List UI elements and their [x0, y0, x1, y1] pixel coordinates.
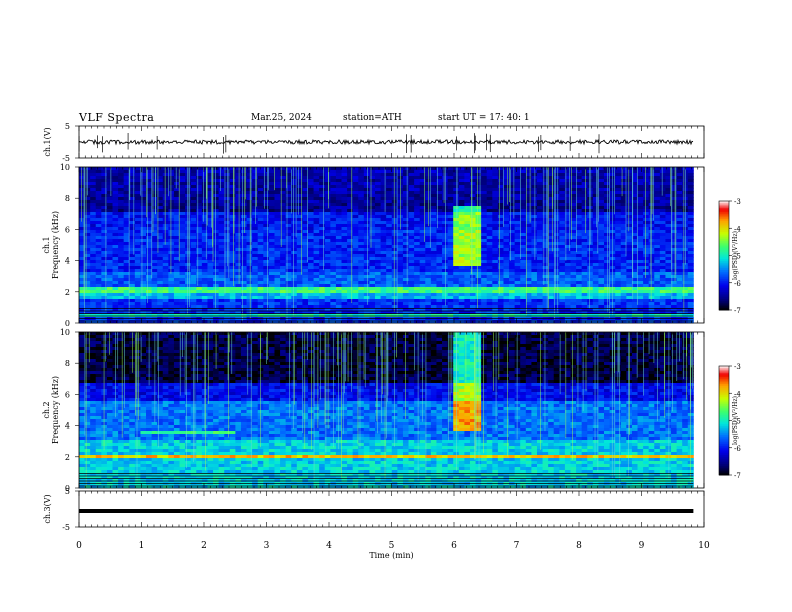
- x-tick-label: 10: [698, 541, 710, 551]
- y-tick-label: 4: [65, 422, 70, 431]
- ch1-spectrogram-image: [79, 167, 694, 324]
- x-tick-label: 3: [264, 541, 270, 551]
- ch1-voltage-ylabel: ch.1(V): [43, 127, 52, 156]
- colorbar-tick-label: -3: [734, 198, 741, 206]
- chart-title: VLF Spectra: [79, 111, 155, 124]
- start-ut-label: start UT = 17: 40: 1: [438, 113, 530, 123]
- x-tick-label: 5: [389, 541, 395, 551]
- date-label: Mar.25, 2024: [251, 113, 312, 123]
- y-tick-label: 6: [65, 225, 70, 234]
- ch1-ylabel-frequency: Frequency (kHz): [51, 211, 60, 279]
- x-tick-label: 6: [451, 541, 457, 551]
- ch1-colorbar: [719, 201, 729, 311]
- ch2-colorbar: [719, 366, 729, 476]
- y-tick-label: 10: [60, 328, 70, 337]
- colorbar-tick-label: -6: [734, 445, 741, 453]
- ch3-voltage-ylabel: ch.3(V): [43, 494, 52, 523]
- ch2-ylabel-frequency: Frequency (kHz): [51, 376, 60, 444]
- colorbar-label: log(PSD)(V²/Hz): [732, 231, 739, 280]
- y-tick-label: 2: [65, 453, 70, 462]
- colorbar-tick-label: -5: [734, 253, 741, 261]
- ch1-ylabel-channel: ch.1: [42, 236, 51, 253]
- x-tick-label: 2: [201, 541, 207, 551]
- colorbar-tick-label: -7: [734, 307, 741, 315]
- ch3-voltage-line: [79, 509, 694, 513]
- ch2-ylabel-channel: ch.2: [42, 401, 51, 418]
- ch1-voltage-line: [78, 138, 694, 146]
- colorbar-tick-label: -5: [734, 418, 741, 426]
- y-tick-label: 8: [65, 359, 70, 368]
- colorbar-tick-label: -7: [734, 472, 741, 480]
- colorbar-tick-label: -6: [734, 280, 741, 288]
- x-axis-label: Time (min): [369, 551, 413, 560]
- colorbar-tick-label: -4: [734, 225, 741, 233]
- colorbar-tick-label: -3: [734, 363, 741, 371]
- station-label: station=ATH: [343, 113, 402, 123]
- ch2-spectrogram-image: [79, 332, 694, 489]
- colorbar-label: log(PSD)(V²/Hz): [732, 396, 739, 445]
- y-tick-label: 5: [65, 487, 70, 496]
- y-tick-label: 2: [65, 288, 70, 297]
- y-tick-label: -5: [62, 154, 70, 163]
- y-tick-label: 5: [65, 122, 70, 131]
- y-tick-label: 4: [65, 257, 70, 266]
- x-tick-label: 9: [639, 541, 645, 551]
- colorbar-tick-label: -4: [734, 390, 741, 398]
- x-tick-label: 7: [514, 541, 520, 551]
- y-tick-label: 0: [65, 484, 70, 493]
- y-tick-label: 10: [60, 163, 70, 172]
- y-tick-label: 8: [65, 194, 70, 203]
- x-tick-label: 8: [576, 541, 582, 551]
- x-tick-label: 1: [139, 541, 145, 551]
- y-tick-label: -5: [62, 523, 70, 532]
- x-tick-label: 0: [76, 541, 82, 551]
- y-tick-label: 6: [65, 390, 70, 399]
- x-tick-label: 4: [326, 541, 332, 551]
- y-tick-label: 0: [65, 319, 70, 328]
